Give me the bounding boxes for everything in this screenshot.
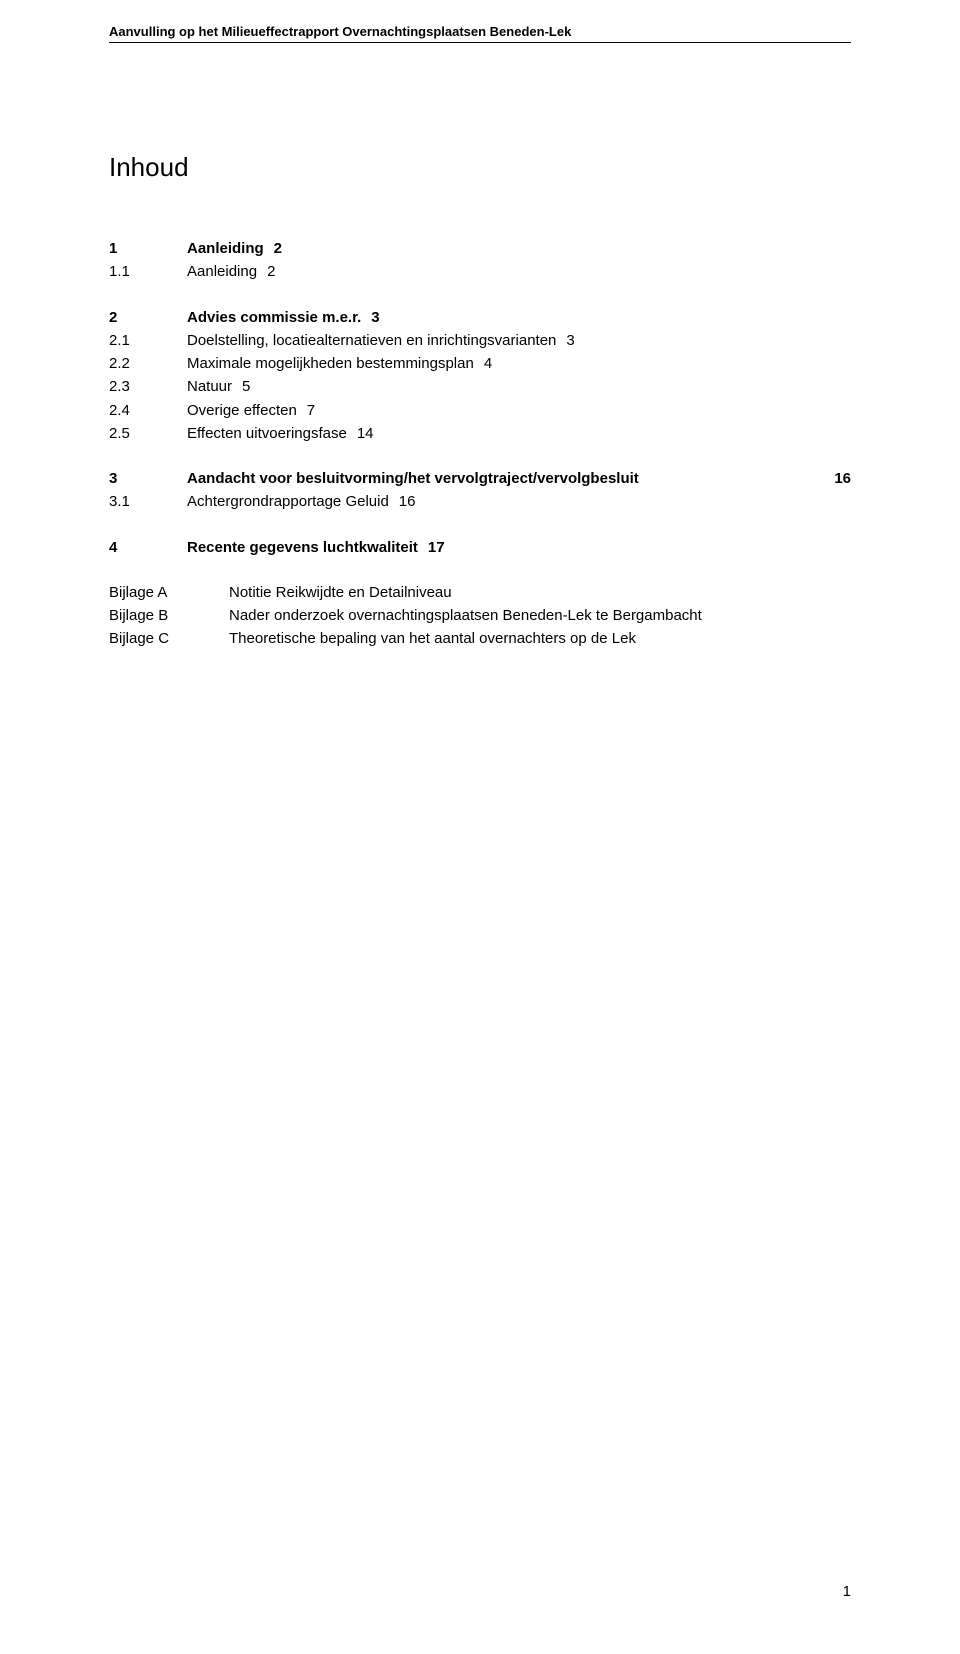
toc-number: 1.1 <box>109 260 187 283</box>
toc-title: Aanleiding <box>187 240 264 257</box>
toc-row: 1.1Aanleiding 2 <box>109 260 851 283</box>
toc-number: 1 <box>109 237 187 260</box>
toc-text: Aanleiding 2 <box>187 237 791 260</box>
toc-page <box>791 422 851 445</box>
appendix-label: Bijlage B <box>109 604 229 627</box>
appendix-text: Nader onderzoek overnachtingsplaatsen Be… <box>229 604 851 627</box>
toc-page-inline: 17 <box>428 539 445 556</box>
toc-row: 2.3Natuur 5 <box>109 375 851 398</box>
page-title: Inhoud <box>109 152 851 183</box>
toc-number: 2.2 <box>109 352 187 375</box>
toc-number: 2.1 <box>109 329 187 352</box>
toc-page-inline: 16 <box>399 493 416 510</box>
toc-page <box>791 260 851 283</box>
appendix-row: Bijlage BNader onderzoek overnachtingspl… <box>109 604 851 627</box>
content-area: Inhoud 1Aanleiding21.1Aanleiding22Advies… <box>109 152 851 651</box>
toc-page-inline: 14 <box>357 425 374 442</box>
toc-title: Recente gegevens luchtkwaliteit <box>187 539 418 556</box>
toc-number: 2.5 <box>109 422 187 445</box>
toc-row: 2.1Doelstelling, locatiealternatieven en… <box>109 329 851 352</box>
toc-number: 2.3 <box>109 375 187 398</box>
toc-title: Aanleiding <box>187 263 257 280</box>
toc-gap <box>109 284 851 306</box>
running-header-text: Aanvulling op het Milieueffectrapport Ov… <box>109 24 571 39</box>
toc-text: Natuur 5 <box>187 375 791 398</box>
toc-page-inline: 3 <box>371 309 379 326</box>
toc-page-inline: 3 <box>566 332 574 349</box>
toc-text: Aandacht voor besluitvorming/het vervolg… <box>187 467 791 490</box>
toc-number: 3.1 <box>109 490 187 513</box>
running-header: Aanvulling op het Milieueffectrapport Ov… <box>109 24 851 39</box>
appendix-list: Bijlage ANotitie Reikwijdte en Detailniv… <box>109 581 851 651</box>
toc-row: 2.5Effecten uitvoeringsfase 14 <box>109 422 851 445</box>
toc-page-inline: 2 <box>274 240 282 257</box>
toc-title: Overige effecten <box>187 402 297 419</box>
toc-title: Advies commissie m.e.r. <box>187 309 361 326</box>
toc-title: Maximale mogelijkheden bestemmingsplan <box>187 355 474 372</box>
toc-page <box>791 375 851 398</box>
spacer <box>109 559 851 581</box>
toc-text: Recente gegevens luchtkwaliteit 17 <box>187 536 791 559</box>
appendix-label: Bijlage A <box>109 581 229 604</box>
toc-title: Aandacht voor besluitvorming/het vervolg… <box>187 470 639 487</box>
toc-row: 2Advies commissie m.e.r. 3 <box>109 306 851 329</box>
toc-page: 16 <box>791 467 851 490</box>
toc-row: 3Aandacht voor besluitvorming/het vervol… <box>109 467 851 490</box>
toc-title: Doelstelling, locatiealternatieven en in… <box>187 332 556 349</box>
toc-text: Achtergrondrapportage Geluid 16 <box>187 490 791 513</box>
appendix-text: Theoretische bepaling van het aantal ove… <box>229 627 851 650</box>
page: Aanvulling op het Milieueffectrapport Ov… <box>0 0 960 1654</box>
toc-page <box>791 536 851 559</box>
toc-text: Effecten uitvoeringsfase 14 <box>187 422 791 445</box>
toc-title: Natuur <box>187 378 232 395</box>
toc-page-inline: 4 <box>484 355 492 372</box>
toc-page-inline: 2 <box>267 263 275 280</box>
appendix-row: Bijlage CTheoretische bepaling van het a… <box>109 627 851 650</box>
appendix-label: Bijlage C <box>109 627 229 650</box>
appendix-row: Bijlage ANotitie Reikwijdte en Detailniv… <box>109 581 851 604</box>
toc-page <box>791 329 851 352</box>
toc-row: 3.1Achtergrondrapportage Geluid 16 <box>109 490 851 513</box>
toc-gap <box>109 445 851 467</box>
toc-row: 2.4Overige effecten 7 <box>109 399 851 422</box>
page-number: 1 <box>843 1583 851 1600</box>
toc-title: Effecten uitvoeringsfase <box>187 425 347 442</box>
toc-text: Maximale mogelijkheden bestemmingsplan 4 <box>187 352 791 375</box>
toc-number: 2 <box>109 306 187 329</box>
toc-text: Advies commissie m.e.r. 3 <box>187 306 791 329</box>
toc-text: Aanleiding 2 <box>187 260 791 283</box>
toc-page <box>791 490 851 513</box>
toc-text: Doelstelling, locatiealternatieven en in… <box>187 329 791 352</box>
toc-row: 2.2Maximale mogelijkheden bestemmingspla… <box>109 352 851 375</box>
appendix-text: Notitie Reikwijdte en Detailniveau <box>229 581 851 604</box>
toc-number: 2.4 <box>109 399 187 422</box>
toc-row: 4Recente gegevens luchtkwaliteit 17 <box>109 536 851 559</box>
table-of-contents: 1Aanleiding21.1Aanleiding22Advies commis… <box>109 237 851 559</box>
toc-number: 4 <box>109 536 187 559</box>
toc-row: 1Aanleiding 2 <box>109 237 851 260</box>
toc-number: 3 <box>109 467 187 490</box>
toc-page <box>791 399 851 422</box>
toc-title: Achtergrondrapportage Geluid <box>187 493 389 510</box>
toc-page-inline: 7 <box>307 402 315 419</box>
toc-page <box>791 352 851 375</box>
toc-text: Overige effecten 7 <box>187 399 791 422</box>
header-rule <box>109 42 851 43</box>
toc-gap <box>109 514 851 536</box>
toc-page <box>791 237 851 260</box>
toc-page-inline: 5 <box>242 378 250 395</box>
toc-page <box>791 306 851 329</box>
